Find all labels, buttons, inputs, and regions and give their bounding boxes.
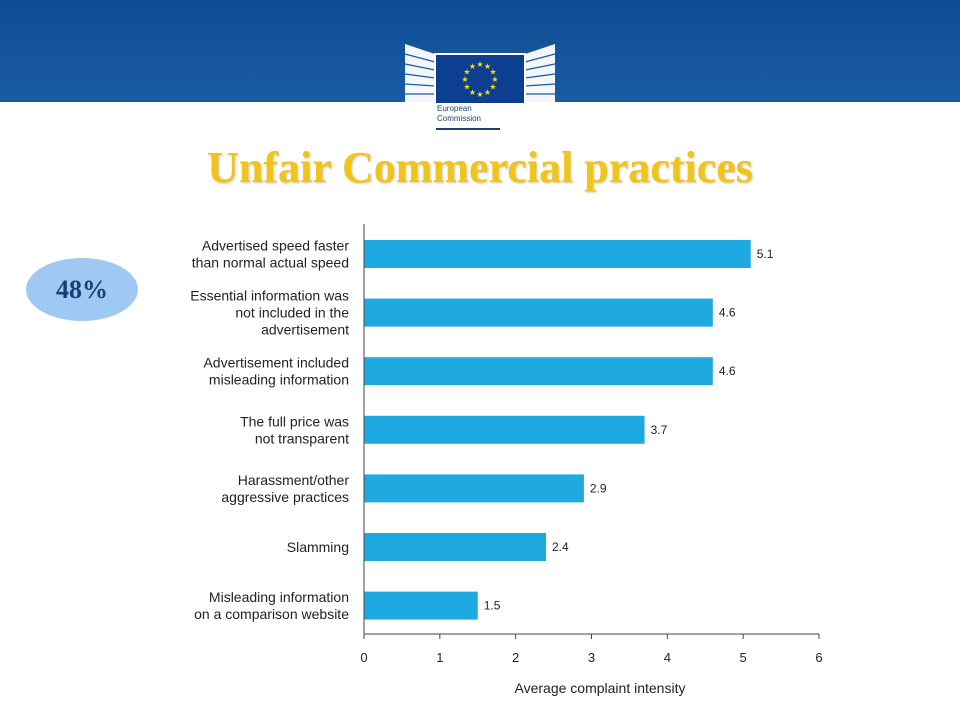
flag-star-icon: ★ [463, 68, 470, 77]
bar-value-label: 5.1 [757, 247, 774, 261]
category-label: Advertised speed faster than normal actua… [192, 238, 350, 271]
x-tick-label: 6 [815, 650, 822, 665]
bar [364, 415, 645, 444]
category-label: The full price was not transparent [240, 413, 349, 446]
flag-star-icon: ★ [476, 90, 483, 99]
bar [364, 474, 584, 503]
bar [364, 591, 478, 620]
x-axis-title: Average complaint intensity [515, 680, 686, 696]
flag-star-icon: ★ [489, 83, 496, 92]
percentage-badge-text: 48% [56, 274, 108, 304]
x-tick-label: 0 [360, 650, 367, 665]
logo-caption-line2: Commission [437, 114, 482, 123]
bar [364, 298, 713, 327]
bar [364, 357, 713, 386]
flag-star-icon: ★ [463, 83, 470, 92]
category-label: Misleading information on a comparison we… [194, 589, 349, 622]
bar [364, 533, 546, 561]
flag-star-icon: ★ [489, 68, 496, 77]
bar-value-label: 3.7 [651, 423, 668, 437]
bar [364, 240, 751, 268]
logo-caption-line1: European [437, 104, 472, 113]
logo-caption: European Commission [437, 104, 517, 124]
flag-star-icon: ★ [491, 75, 498, 84]
x-tick-label: 1 [436, 650, 443, 665]
bar-value-label: 4.6 [719, 306, 736, 320]
logo-underline [436, 128, 500, 130]
bar-value-label: 2.4 [552, 540, 569, 554]
x-tick-label: 3 [588, 650, 595, 665]
flag-star-icon: ★ [484, 88, 491, 97]
category-label: Essential information was not included in… [190, 288, 349, 338]
flag-star-icon: ★ [469, 88, 476, 97]
x-tick-label: 2 [512, 650, 519, 665]
flag-star-icon: ★ [476, 60, 483, 69]
category-label: Slamming [287, 539, 349, 555]
category-label: Advertisement included misleading informa… [203, 355, 349, 388]
page-title: Unfair Commercial practices [207, 143, 753, 192]
bar-value-label: 2.9 [590, 481, 607, 495]
percentage-badge: 48% [26, 258, 138, 321]
category-label: Harassment/other aggressive practices [221, 472, 349, 505]
bar-value-label: 4.6 [719, 364, 736, 378]
x-tick-label: 4 [664, 650, 671, 665]
x-tick-label: 5 [740, 650, 747, 665]
bar-value-label: 1.5 [484, 599, 501, 613]
flag-star-icon: ★ [461, 75, 468, 84]
flag-star-icon: ★ [484, 62, 491, 71]
flag-star-icon: ★ [469, 62, 476, 71]
european-commission-logo: ★ ★★★★★★★★★★★ [404, 44, 556, 134]
